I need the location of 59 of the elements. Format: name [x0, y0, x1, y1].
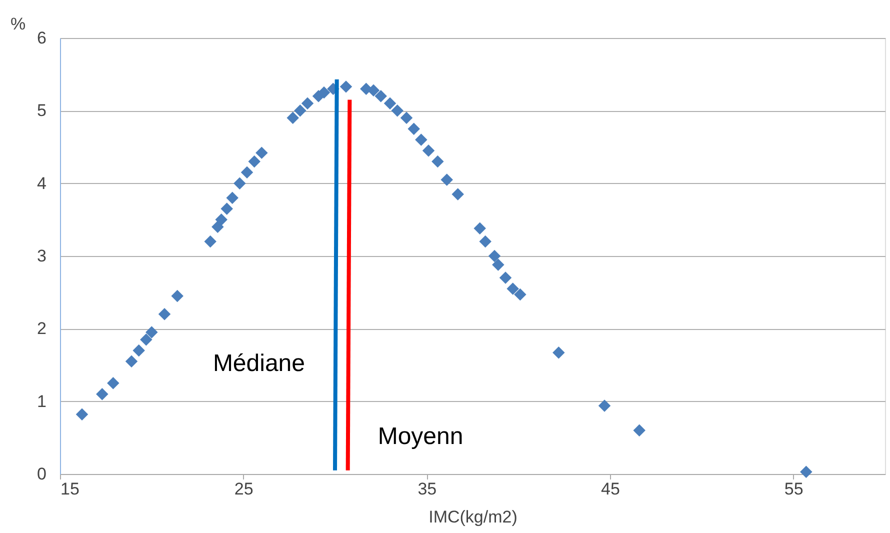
point	[340, 80, 352, 93]
point	[132, 344, 145, 357]
point	[301, 97, 314, 110]
x-tick-label: 35	[418, 480, 437, 498]
point	[220, 202, 233, 215]
point	[76, 408, 88, 421]
point	[499, 272, 512, 284]
y-tick-label: 2	[37, 319, 46, 338]
point	[256, 146, 268, 159]
point	[488, 250, 501, 262]
point	[598, 400, 611, 412]
point	[474, 222, 486, 235]
point	[400, 112, 413, 124]
point	[384, 97, 396, 110]
point	[440, 174, 453, 186]
point	[514, 288, 526, 301]
point	[633, 424, 646, 437]
y-tick-label: 1	[37, 392, 46, 411]
point	[391, 104, 404, 117]
point	[140, 333, 152, 346]
y-tick-label: 5	[37, 101, 46, 120]
y-tick-label: 6	[37, 28, 46, 48]
point	[125, 355, 138, 368]
series-label: Médiane	[212, 350, 305, 377]
point	[552, 346, 565, 359]
series-label: Moyenn	[378, 423, 464, 450]
point	[506, 282, 519, 295]
point	[248, 155, 260, 168]
point	[452, 188, 464, 200]
point	[234, 177, 246, 190]
point	[158, 308, 171, 320]
point	[215, 214, 228, 226]
point	[286, 112, 299, 124]
point	[374, 90, 387, 102]
point	[492, 258, 504, 271]
x-tick-label: 55	[784, 480, 804, 498]
point	[479, 235, 492, 248]
point	[96, 388, 108, 400]
point	[212, 220, 224, 234]
y-tick-label: 4	[37, 174, 46, 193]
point	[800, 466, 812, 478]
y-tick-label: 3	[37, 246, 46, 266]
point	[408, 122, 420, 135]
point	[107, 377, 120, 390]
point	[171, 290, 184, 302]
y-tick-label: 0	[37, 464, 46, 484]
point	[422, 144, 435, 157]
x-tick-label: 25	[234, 480, 254, 498]
y-axis-title: %	[10, 14, 26, 34]
point	[146, 326, 158, 338]
x-axis-title: IMC(kg/m2)	[428, 508, 518, 526]
point	[204, 235, 216, 248]
x-tick-label: 45	[601, 480, 620, 498]
point	[226, 192, 238, 204]
point	[415, 134, 428, 146]
point	[294, 104, 306, 117]
x-tick-label: 15	[60, 480, 80, 498]
point	[432, 155, 444, 168]
point	[240, 166, 254, 179]
